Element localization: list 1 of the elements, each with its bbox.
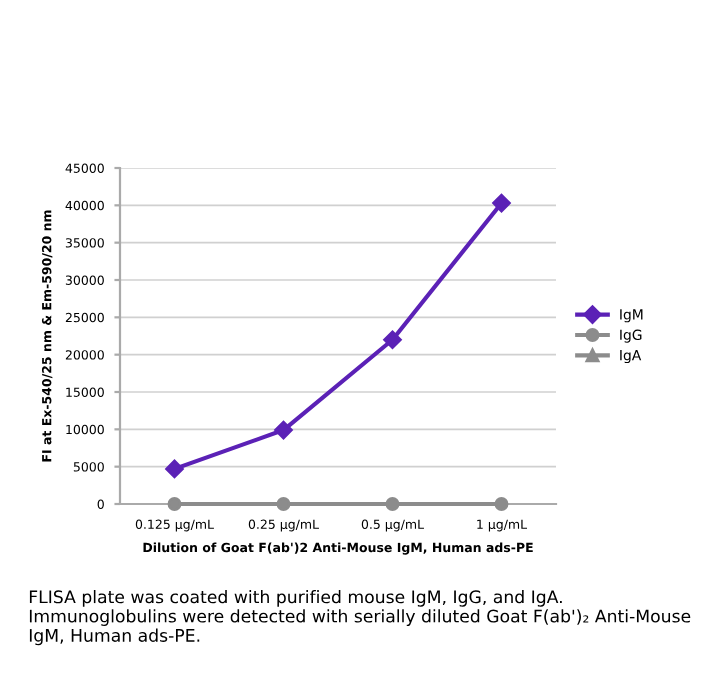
text: FLISA plate was coated with purified mouse IgM, IgG, and IgA. Immunoglobulins were detected with serially diluted Goat F(ab')₂ Anti-Mouse IgM, Human ads-PE. [29,590,691,646]
